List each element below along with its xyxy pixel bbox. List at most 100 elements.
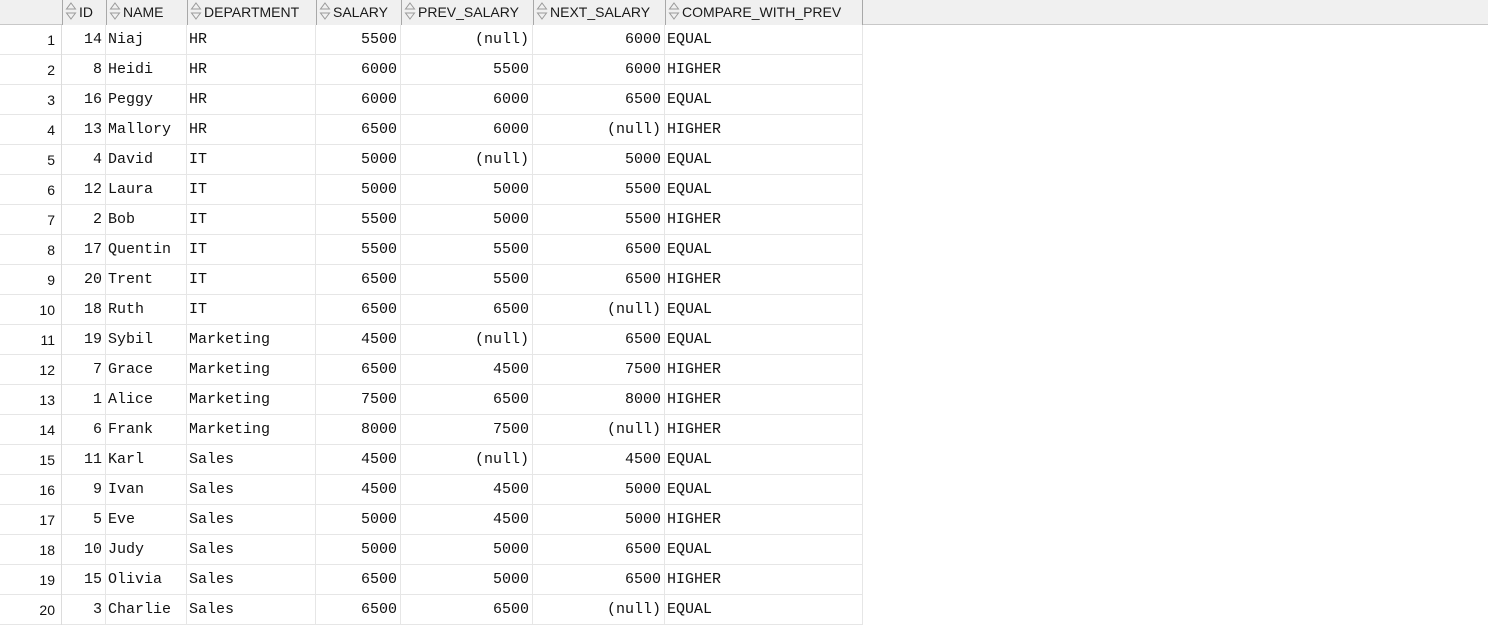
cell-name[interactable]: Alice <box>106 385 187 415</box>
cell-salary[interactable]: 5000 <box>316 505 401 535</box>
cell-name[interactable]: Olivia <box>106 565 187 595</box>
cell-compare-with-prev[interactable]: EQUAL <box>665 325 863 355</box>
cell-salary[interactable]: 8000 <box>316 415 401 445</box>
column-header-next-salary[interactable]: NEXT_SALARY <box>533 0 665 25</box>
cell-next-salary[interactable]: (null) <box>533 595 665 625</box>
cell-salary[interactable]: 4500 <box>316 445 401 475</box>
cell-next-salary[interactable]: 6500 <box>533 235 665 265</box>
table-row[interactable]: 7 2 Bob IT 5500 5000 5500 HIGHER <box>0 205 863 235</box>
cell-compare-with-prev[interactable]: EQUAL <box>665 295 863 325</box>
cell-compare-with-prev[interactable]: EQUAL <box>665 25 863 55</box>
cell-id[interactable]: 18 <box>62 295 106 325</box>
cell-salary[interactable]: 7500 <box>316 385 401 415</box>
cell-department[interactable]: HR <box>187 115 316 145</box>
cell-next-salary[interactable]: (null) <box>533 415 665 445</box>
cell-name[interactable]: Charlie <box>106 595 187 625</box>
cell-id[interactable]: 20 <box>62 265 106 295</box>
cell-id[interactable]: 14 <box>62 25 106 55</box>
cell-department[interactable]: HR <box>187 55 316 85</box>
cell-id[interactable]: 17 <box>62 235 106 265</box>
cell-id[interactable]: 11 <box>62 445 106 475</box>
cell-name[interactable]: Laura <box>106 175 187 205</box>
column-header-department[interactable]: DEPARTMENT <box>187 0 316 25</box>
cell-department[interactable]: Sales <box>187 475 316 505</box>
cell-salary[interactable]: 4500 <box>316 475 401 505</box>
cell-next-salary[interactable]: 5000 <box>533 145 665 175</box>
cell-salary[interactable]: 6000 <box>316 55 401 85</box>
cell-prev-salary[interactable]: 6500 <box>401 385 533 415</box>
table-row[interactable]: 17 5 Eve Sales 5000 4500 5000 HIGHER <box>0 505 863 535</box>
cell-department[interactable]: Marketing <box>187 415 316 445</box>
cell-compare-with-prev[interactable]: HIGHER <box>665 205 863 235</box>
cell-next-salary[interactable]: 5000 <box>533 505 665 535</box>
cell-department[interactable]: IT <box>187 145 316 175</box>
table-row[interactable]: 13 1 Alice Marketing 7500 6500 8000 HIGHER <box>0 385 863 415</box>
cell-name[interactable]: Quentin <box>106 235 187 265</box>
cell-next-salary[interactable]: 6000 <box>533 55 665 85</box>
cell-id[interactable]: 15 <box>62 565 106 595</box>
cell-department[interactable]: IT <box>187 175 316 205</box>
cell-name[interactable]: Judy <box>106 535 187 565</box>
cell-compare-with-prev[interactable]: EQUAL <box>665 535 863 565</box>
cell-department[interactable]: Sales <box>187 595 316 625</box>
cell-id[interactable]: 5 <box>62 505 106 535</box>
cell-compare-with-prev[interactable]: EQUAL <box>665 235 863 265</box>
cell-salary[interactable]: 6000 <box>316 85 401 115</box>
column-header-id[interactable]: ID <box>62 0 106 25</box>
cell-department[interactable]: Marketing <box>187 385 316 415</box>
cell-next-salary[interactable]: 4500 <box>533 445 665 475</box>
table-row[interactable]: 8 17 Quentin IT 5500 5500 6500 EQUAL <box>0 235 863 265</box>
cell-prev-salary[interactable]: 4500 <box>401 505 533 535</box>
column-header-name[interactable]: NAME <box>106 0 187 25</box>
cell-prev-salary[interactable]: (null) <box>401 325 533 355</box>
cell-name[interactable]: Sybil <box>106 325 187 355</box>
table-row[interactable]: 9 20 Trent IT 6500 5500 6500 HIGHER <box>0 265 863 295</box>
cell-id[interactable]: 1 <box>62 385 106 415</box>
cell-id[interactable]: 4 <box>62 145 106 175</box>
cell-prev-salary[interactable]: 5500 <box>401 55 533 85</box>
table-row[interactable]: 20 3 Charlie Sales 6500 6500 (null) EQUAL <box>0 595 863 625</box>
table-row[interactable]: 16 9 Ivan Sales 4500 4500 5000 EQUAL <box>0 475 863 505</box>
cell-compare-with-prev[interactable]: HIGHER <box>665 355 863 385</box>
cell-salary[interactable]: 6500 <box>316 595 401 625</box>
cell-salary[interactable]: 6500 <box>316 265 401 295</box>
cell-department[interactable]: IT <box>187 205 316 235</box>
cell-compare-with-prev[interactable]: EQUAL <box>665 85 863 115</box>
cell-id[interactable]: 19 <box>62 325 106 355</box>
cell-id[interactable]: 10 <box>62 535 106 565</box>
cell-prev-salary[interactable]: 6500 <box>401 295 533 325</box>
cell-next-salary[interactable]: (null) <box>533 115 665 145</box>
cell-compare-with-prev[interactable]: EQUAL <box>665 475 863 505</box>
cell-next-salary[interactable]: 7500 <box>533 355 665 385</box>
cell-department[interactable]: IT <box>187 265 316 295</box>
cell-next-salary[interactable]: 6500 <box>533 535 665 565</box>
cell-prev-salary[interactable]: (null) <box>401 145 533 175</box>
cell-salary[interactable]: 6500 <box>316 565 401 595</box>
cell-prev-salary[interactable]: (null) <box>401 445 533 475</box>
cell-compare-with-prev[interactable]: HIGHER <box>665 505 863 535</box>
table-row[interactable]: 5 4 David IT 5000 (null) 5000 EQUAL <box>0 145 863 175</box>
cell-department[interactable]: Sales <box>187 565 316 595</box>
cell-salary[interactable]: 5000 <box>316 145 401 175</box>
cell-prev-salary[interactable]: 5000 <box>401 535 533 565</box>
cell-name[interactable]: Karl <box>106 445 187 475</box>
cell-name[interactable]: Ruth <box>106 295 187 325</box>
cell-salary[interactable]: 5500 <box>316 25 401 55</box>
cell-name[interactable]: Ivan <box>106 475 187 505</box>
cell-compare-with-prev[interactable]: EQUAL <box>665 175 863 205</box>
cell-prev-salary[interactable]: 4500 <box>401 475 533 505</box>
cell-compare-with-prev[interactable]: HIGHER <box>665 265 863 295</box>
cell-compare-with-prev[interactable]: EQUAL <box>665 145 863 175</box>
cell-salary[interactable]: 6500 <box>316 115 401 145</box>
cell-prev-salary[interactable]: 5000 <box>401 565 533 595</box>
cell-id[interactable]: 13 <box>62 115 106 145</box>
cell-prev-salary[interactable]: 6500 <box>401 595 533 625</box>
cell-department[interactable]: HR <box>187 25 316 55</box>
cell-name[interactable]: Niaj <box>106 25 187 55</box>
cell-next-salary[interactable]: 5000 <box>533 475 665 505</box>
cell-compare-with-prev[interactable]: EQUAL <box>665 595 863 625</box>
table-row[interactable]: 19 15 Olivia Sales 6500 5000 6500 HIGHER <box>0 565 863 595</box>
cell-prev-salary[interactable]: 5500 <box>401 235 533 265</box>
cell-prev-salary[interactable]: 6000 <box>401 115 533 145</box>
